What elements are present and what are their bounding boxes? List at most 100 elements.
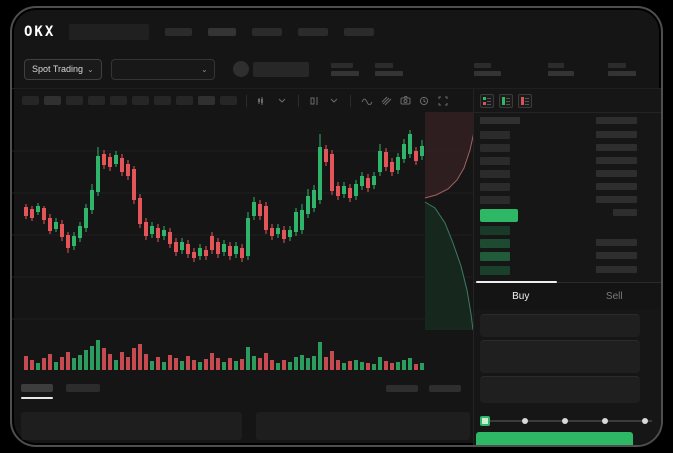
orderbook-bids-icon[interactable] [499,94,513,108]
bottom-tab-bar [12,384,473,406]
buy-submit-button[interactable] [476,432,633,445]
orderbook-view-toggles [480,94,532,108]
trade-side-tabs: Buy Sell [474,281,661,309]
bottom-tab[interactable] [66,384,100,392]
amount-placeholder [596,196,637,203]
amount-placeholder [596,144,637,151]
ticker-stat [374,62,403,76]
tab-sell[interactable]: Sell [605,290,623,302]
trading-pair-select[interactable]: ⌄ [110,58,215,80]
divider [298,94,299,107]
amount-placeholder [596,239,637,246]
bottom-bar-actions [386,385,461,392]
amount-input[interactable] [480,340,640,373]
slider-step-dot[interactable] [642,418,648,424]
price-placeholder [480,239,510,248]
open-orders-panel[interactable] [21,412,242,440]
nav-item-placeholder[interactable] [208,28,237,36]
timeframe-chip[interactable] [66,96,83,105]
amount-placeholder [596,117,637,124]
ticker-stat [473,62,501,76]
chevron-down-icon[interactable] [327,94,341,108]
timeframe-chip[interactable] [154,96,171,105]
amount-placeholder [596,131,637,138]
tab-buy[interactable]: Buy [474,281,568,309]
order-book-panel: Buy Sell [473,89,661,445]
price-placeholder [480,157,510,165]
nav-item-placeholder[interactable] [344,28,375,36]
market-sub-bar: Spot Trading ⌄ ⌄ [12,50,661,88]
chevron-down-icon[interactable] [275,94,289,108]
nav-item-placeholder[interactable] [165,28,193,36]
price-placeholder [480,266,510,275]
divider [350,94,351,107]
orderbook-both-icon[interactable] [480,94,494,108]
ticker-stat [547,62,574,76]
okx-trading-app: OKX Spot Trading ⌄ ⌄ [12,8,661,445]
nav-items [165,28,375,36]
timeframe-chip[interactable] [176,96,193,105]
amount-placeholder [596,170,637,177]
settings-clock-icon[interactable] [417,94,431,108]
divider [474,112,661,113]
timeframe-chip[interactable] [110,96,127,105]
pair-name-placeholder [252,61,309,77]
slider-step-dot[interactable] [522,418,528,424]
market-type-label: Spot Trading [32,64,84,74]
order-history-panel[interactable] [256,412,470,440]
device-frame: OKX Spot Trading ⌄ ⌄ [10,6,663,447]
slider-step-dot[interactable] [602,418,608,424]
orderbook-asks-icon[interactable] [518,94,532,108]
indicator-wave-icon[interactable] [360,94,374,108]
bottom-panels [12,406,473,440]
amount-placeholder [596,183,637,190]
divider [246,94,247,107]
chart-toolbar [12,89,473,112]
nav-item-placeholder[interactable] [298,28,329,36]
last-price [480,209,518,222]
price-input[interactable] [480,314,640,337]
chart-type-icon[interactable] [308,94,322,108]
price-placeholder [480,144,510,152]
price-placeholder [480,183,510,191]
amount-placeholder [613,209,637,216]
chart-canvas [12,112,478,370]
price-placeholder [480,131,510,139]
fullscreen-icon[interactable] [436,94,450,108]
amount-placeholder [596,252,637,259]
nav-item-placeholder[interactable] [252,28,283,36]
search-box-placeholder[interactable] [69,24,150,40]
timeframe-chip[interactable] [132,96,149,105]
total-input[interactable] [480,376,640,403]
timeframe-chip[interactable] [44,96,61,105]
interval-candles-icon[interactable] [256,94,270,108]
price-placeholder [480,252,510,261]
bottom-tab-active[interactable] [21,384,53,399]
bottom-action-placeholder[interactable] [429,385,461,392]
price-placeholder [480,226,510,235]
slider-handle[interactable] [480,416,490,426]
price-placeholder [480,117,520,124]
trade-form [480,308,652,426]
chevron-down-icon: ⌄ [201,64,208,74]
compare-layers-icon[interactable] [379,94,393,108]
ticker-stats [309,62,636,76]
price-placeholder [480,196,510,204]
okx-logo: OKX [24,24,56,40]
timeframe-chip[interactable] [220,96,237,105]
market-type-selector[interactable]: Spot Trading ⌄ [24,58,102,80]
camera-icon[interactable] [398,94,412,108]
main-content: Buy Sell [12,88,661,445]
timeframe-chip[interactable] [198,96,215,105]
coin-avatar [232,61,249,77]
chart-column [12,89,478,445]
ticker-stat [330,62,359,76]
timeframe-chip[interactable] [88,96,105,105]
candlestick-chart[interactable] [12,112,478,370]
slider-step-dot[interactable] [562,418,568,424]
amount-slider[interactable] [480,416,652,426]
timeframe-chip[interactable] [22,96,39,105]
amount-placeholder [596,157,637,164]
price-placeholder [480,170,510,178]
bottom-action-placeholder[interactable] [386,385,418,392]
